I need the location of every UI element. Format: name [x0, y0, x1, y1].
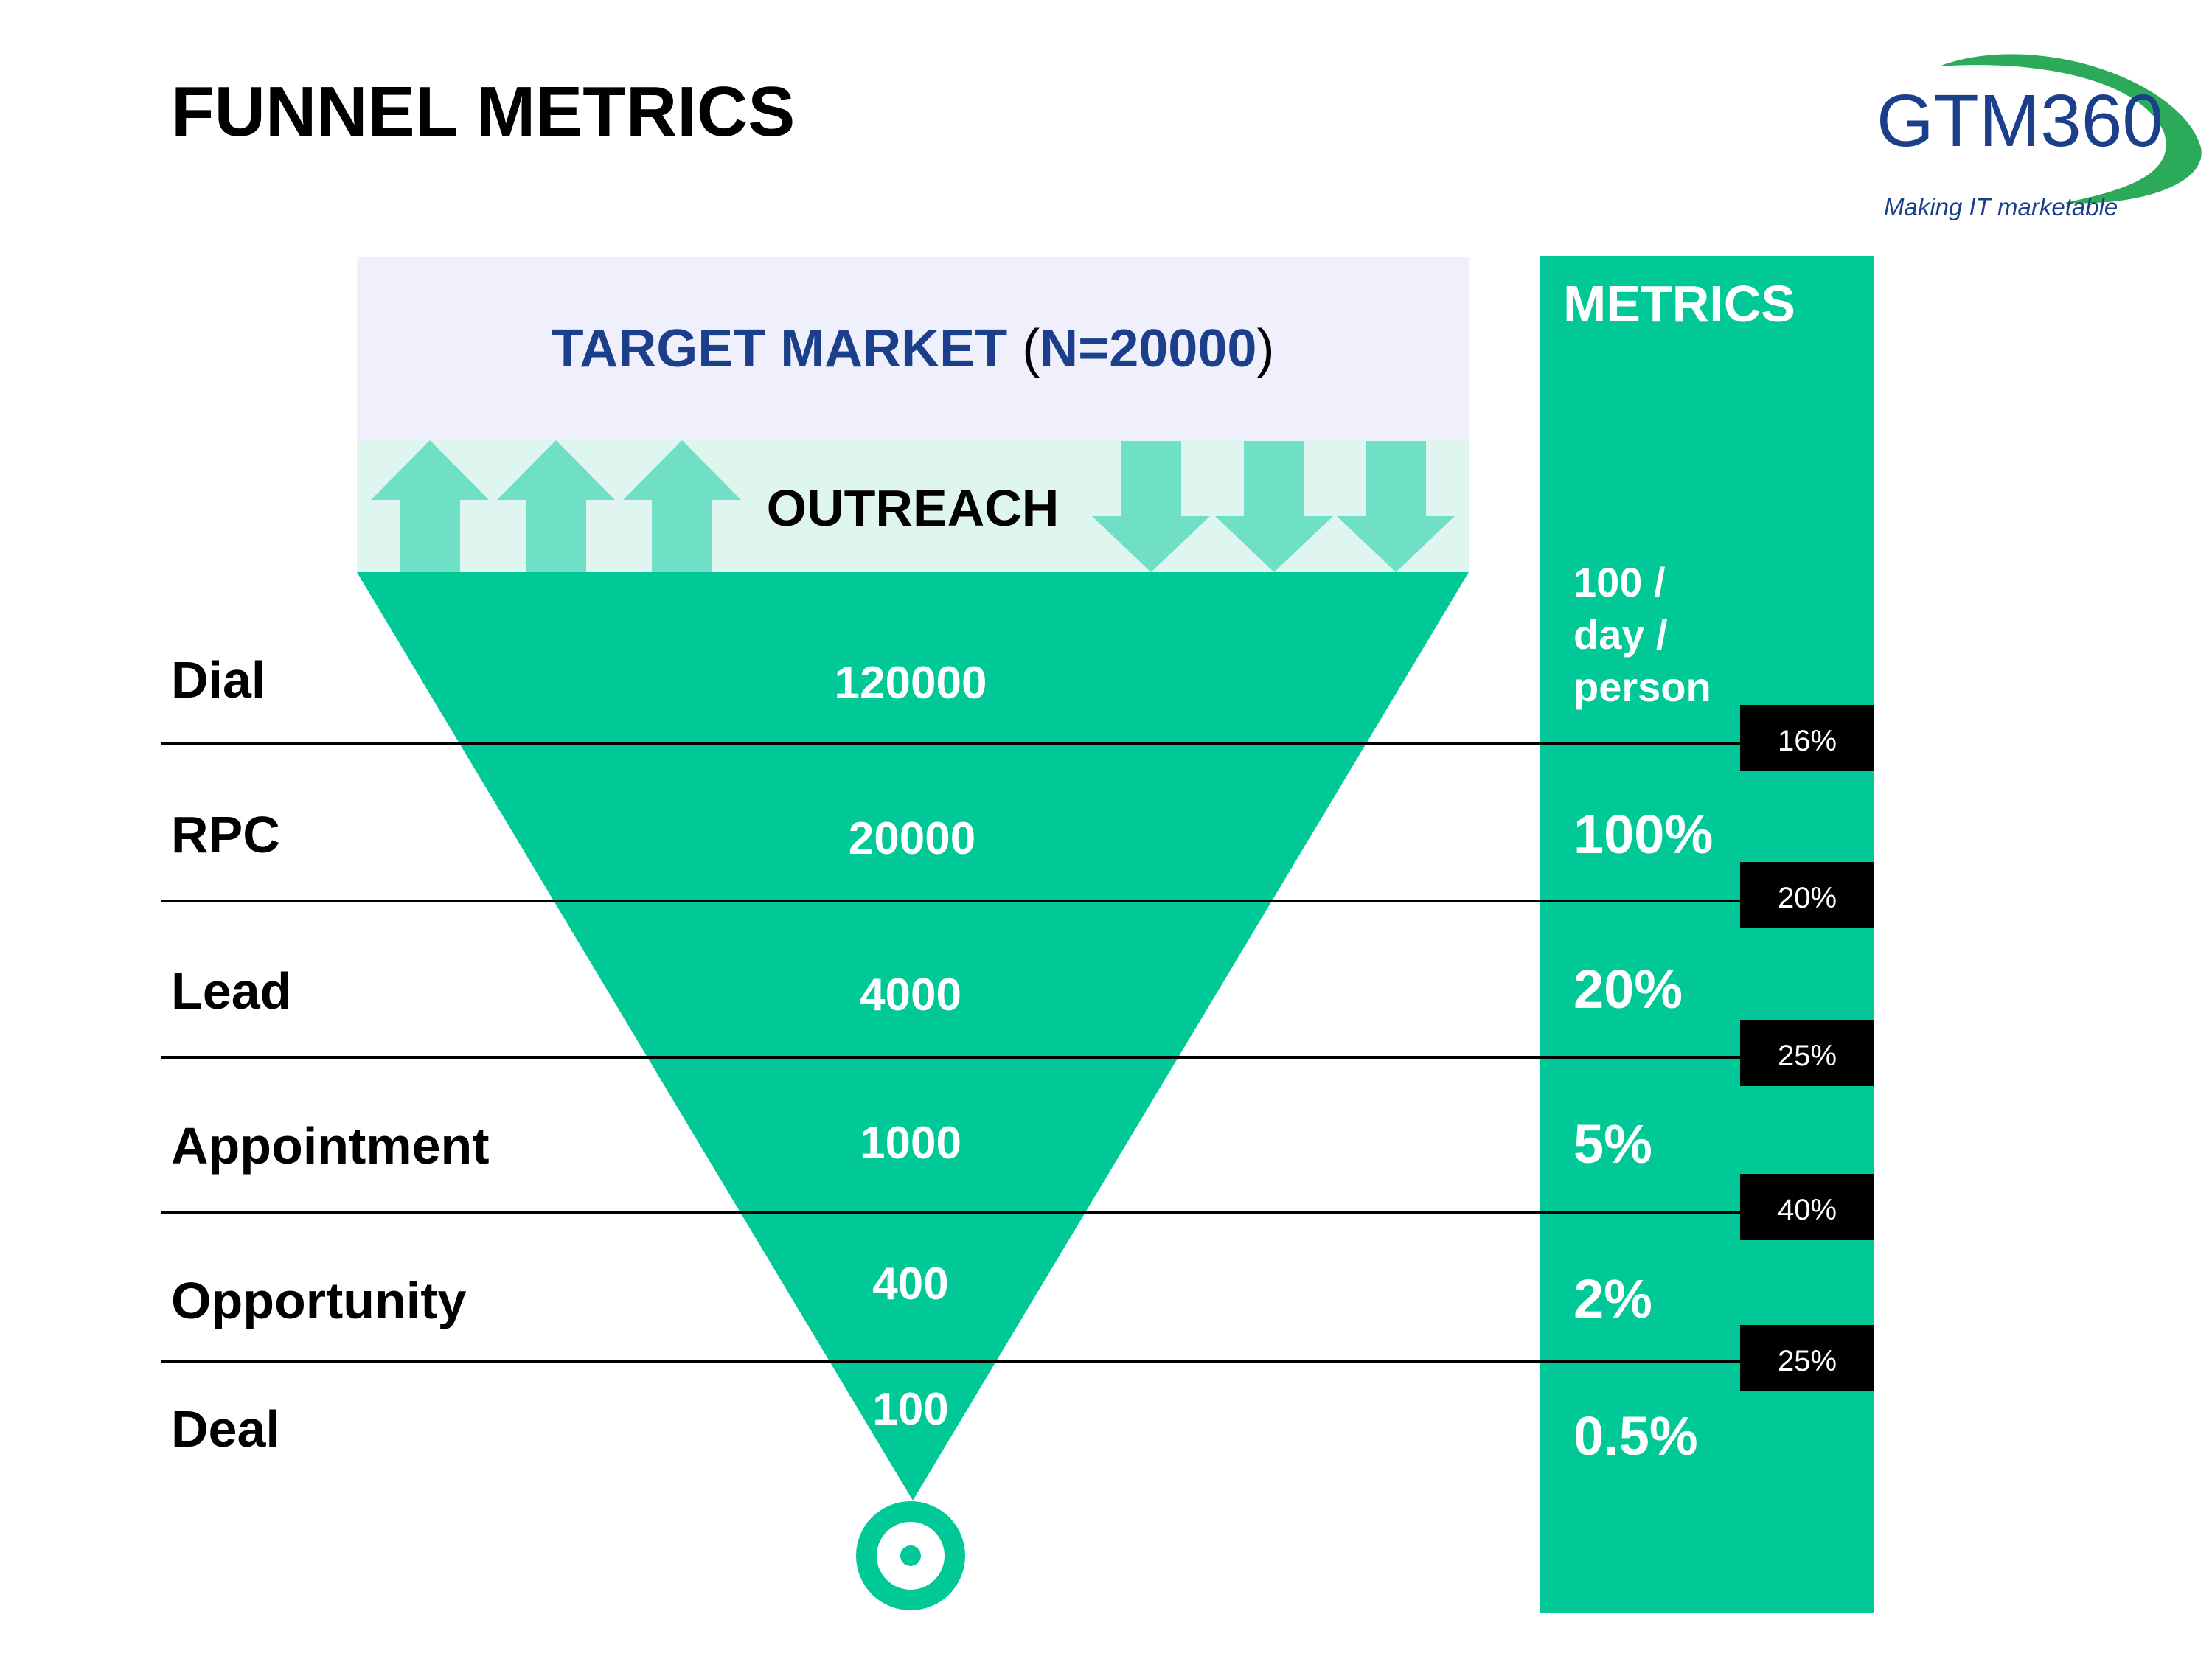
stage-label-appointment: Appointment	[171, 1117, 490, 1175]
conversion-rate-box	[1740, 1325, 1874, 1391]
metric-value-dial-line: day /	[1573, 611, 1668, 658]
stage-values: 120000 20000 4000 1000 400 100	[835, 658, 987, 1435]
conversion-rate-box	[1740, 1174, 1874, 1240]
metric-value-opportunity: 2%	[1573, 1268, 1652, 1329]
target-icon	[856, 1501, 965, 1610]
conversion-rates: 16% 20% 25% 40% 25%	[1740, 705, 1874, 1391]
stage-value-lead: 4000	[860, 970, 961, 1020]
down-arrow-icon	[1092, 441, 1210, 572]
logo-tagline: Making IT marketable	[1884, 193, 2118, 220]
metric-value-rpc: 100%	[1573, 804, 1713, 865]
stage-separators	[161, 742, 1874, 1363]
conversion-rate-box	[1740, 705, 1874, 771]
outreach-arrows-up	[371, 440, 741, 572]
target-market-close-paren: )	[1256, 319, 1274, 378]
stage-label-rpc: RPC	[171, 806, 280, 863]
conversion-rate-box	[1740, 862, 1874, 928]
metric-value-dial-line: 100 /	[1573, 559, 1666, 605]
metric-value-lead: 20%	[1573, 959, 1683, 1020]
metric-value-appointment: 5%	[1573, 1113, 1652, 1175]
conversion-rate-rpc-lead: 20%	[1778, 882, 1837, 914]
metric-value-dial-line: person	[1573, 664, 1711, 710]
target-market-prefix: TARGET MARKET	[552, 319, 1023, 378]
metric-value-dial: 100 / day / person	[1573, 559, 1711, 710]
stage-labels: Dial RPC Lead Appointment Opportunity De…	[171, 651, 490, 1458]
up-arrow-icon	[497, 440, 615, 572]
stage-value-dial: 120000	[835, 658, 987, 709]
down-arrow-icon	[1215, 441, 1333, 572]
logo-swoosh	[1939, 54, 2202, 204]
conversion-rate-lead-appointment: 25%	[1778, 1040, 1837, 1072]
stage-label-lead: Lead	[171, 962, 291, 1020]
gtm360-logo: GTM360 Making IT marketable	[1877, 54, 2202, 220]
stage-label-opportunity: Opportunity	[171, 1272, 467, 1329]
outreach-arrows-down	[1092, 441, 1455, 572]
metric-value-deal: 0.5%	[1573, 1405, 1698, 1467]
target-market-n: N=20000	[1040, 319, 1256, 378]
conversion-rate-dial-rpc: 16%	[1778, 725, 1837, 757]
stage-value-appointment: 1000	[860, 1118, 961, 1169]
conversion-rate-box	[1740, 1020, 1874, 1086]
up-arrow-icon	[623, 440, 741, 572]
funnel-shape	[357, 572, 1469, 1500]
metric-values: 100 / day / person 100% 20% 5% 2% 0.5%	[1573, 559, 1713, 1467]
target-market-open-paren: (	[1022, 319, 1040, 378]
stage-value-deal: 100	[872, 1384, 948, 1435]
metrics-panel-header: METRICS	[1563, 275, 1795, 333]
stage-value-opportunity: 400	[872, 1259, 948, 1310]
conversion-rate-opportunity-deal: 25%	[1778, 1345, 1837, 1377]
target-market-label: TARGET MARKET (N=20000)	[552, 319, 1275, 378]
conversion-rate-appointment-opportunity: 40%	[1778, 1194, 1837, 1226]
target-market-band	[357, 257, 1469, 439]
up-arrow-icon	[371, 440, 489, 572]
stage-label-deal: Deal	[171, 1400, 280, 1458]
down-arrow-icon	[1337, 441, 1455, 572]
stage-value-rpc: 20000	[849, 813, 975, 864]
outreach-label: OUTREACH	[767, 479, 1060, 537]
page-title: FUNNEL METRICS	[171, 72, 795, 151]
stage-label-dial: Dial	[171, 651, 265, 709]
logo-wordmark: GTM360	[1877, 80, 2163, 162]
